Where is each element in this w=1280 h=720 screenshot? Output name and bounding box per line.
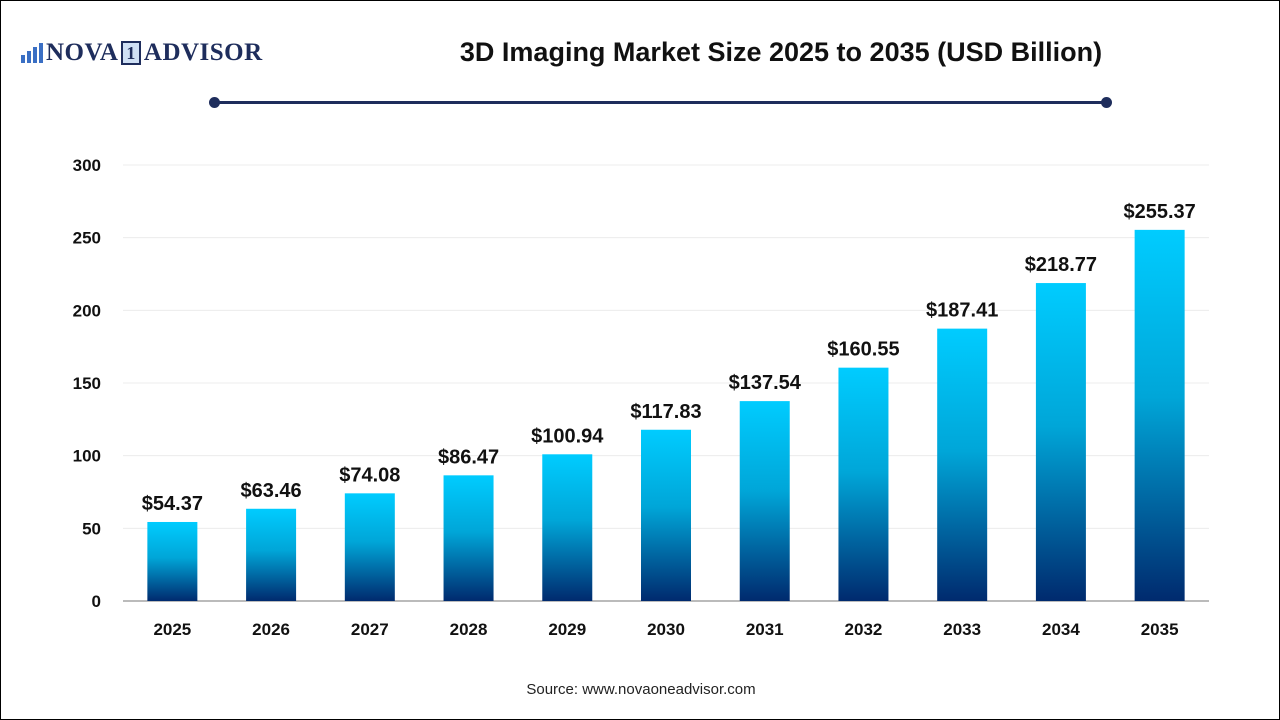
bar-chart-logo-icon — [21, 43, 43, 63]
logo-text: NOVA — [46, 39, 119, 66]
x-tick-label: 2027 — [351, 620, 389, 639]
y-tick-label: 250 — [73, 229, 101, 248]
data-label: $137.54 — [729, 372, 802, 394]
source-note: Source: www.novaoneadvisor.com — [526, 681, 756, 698]
data-label: $74.08 — [339, 464, 400, 486]
y-tick-label: 150 — [73, 374, 101, 393]
divider-dot — [209, 97, 220, 108]
nova-advisor-logo: NOVA 1 ADVISOR — [21, 39, 263, 67]
bar — [246, 508, 297, 601]
data-label: $160.55 — [827, 339, 899, 361]
data-label: $63.46 — [241, 480, 302, 502]
bar — [937, 328, 988, 601]
x-tick-label: 2035 — [1141, 620, 1179, 639]
data-label: $187.41 — [926, 300, 998, 322]
data-label: $255.37 — [1123, 201, 1195, 223]
bar — [147, 521, 198, 601]
bar — [542, 454, 593, 601]
logo-text: ADVISOR — [143, 39, 263, 66]
bar — [1035, 283, 1086, 601]
x-tick-label: 2031 — [746, 620, 784, 639]
bar — [1134, 229, 1185, 601]
bar — [739, 401, 790, 601]
y-tick-label: 100 — [73, 447, 101, 466]
data-label: $218.77 — [1025, 254, 1097, 276]
data-label: $117.83 — [630, 401, 701, 423]
divider-dot — [1101, 97, 1112, 108]
y-tick-label: 0 — [92, 592, 101, 611]
x-tick-label: 2029 — [548, 620, 586, 639]
logo-number: 1 — [121, 41, 141, 65]
title-divider — [214, 101, 1107, 104]
x-tick-label: 2026 — [252, 620, 290, 639]
y-tick-label: 200 — [73, 301, 101, 320]
x-tick-label: 2028 — [450, 620, 488, 639]
bar — [443, 475, 494, 601]
x-tick-label: 2025 — [153, 620, 191, 639]
x-tick-label: 2030 — [647, 620, 685, 639]
bar — [641, 429, 691, 601]
chart-title: 3D Imaging Market Size 2025 to 2035 (USD… — [459, 37, 1103, 67]
x-tick-label: 2034 — [1042, 620, 1080, 639]
y-tick-label: 50 — [82, 519, 101, 538]
x-tick-label: 2032 — [845, 620, 883, 639]
data-label: $54.37 — [142, 493, 203, 515]
bar — [838, 367, 889, 601]
data-label: $100.94 — [531, 425, 604, 447]
y-tick-label: 300 — [73, 156, 101, 175]
bar — [344, 493, 395, 601]
x-tick-label: 2033 — [943, 620, 981, 639]
data-label: $86.47 — [438, 446, 499, 468]
